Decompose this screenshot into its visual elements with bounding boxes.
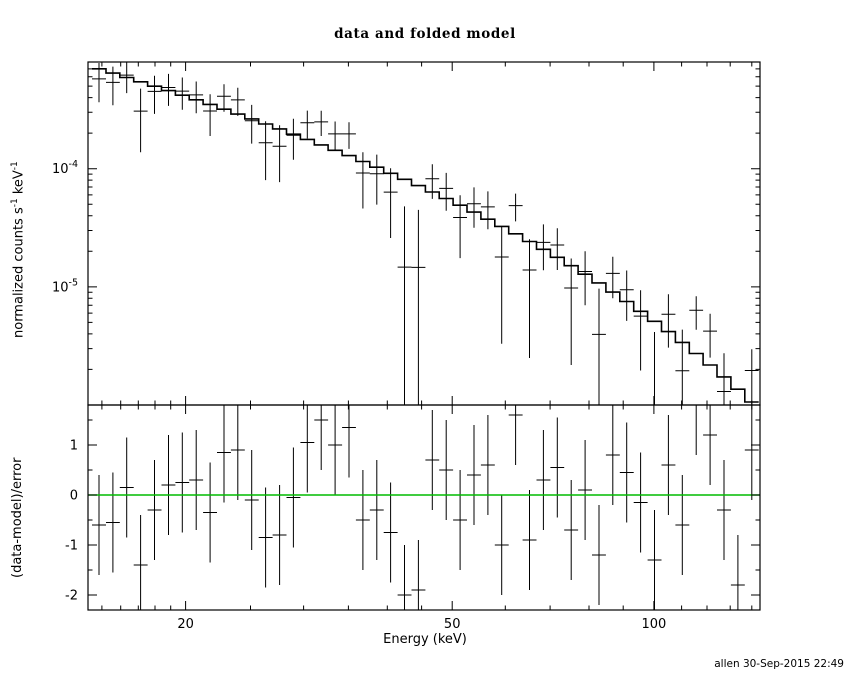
x-tick-label: 20 bbox=[177, 617, 194, 632]
superscript: -1 bbox=[10, 198, 20, 208]
spectrum-data bbox=[92, 62, 759, 405]
x-tick-label: 50 bbox=[444, 617, 461, 632]
residuals-data bbox=[88, 405, 760, 610]
y-tick-label-counts: 10-5 bbox=[52, 277, 78, 295]
y-tick-label-counts: 10-4 bbox=[52, 159, 78, 177]
y-tick-label-residual: 0 bbox=[70, 489, 78, 504]
y-tick-label-residual: -2 bbox=[65, 589, 78, 604]
bottom-panel-frame bbox=[87, 404, 761, 611]
y-tick-label-residual: -1 bbox=[65, 539, 78, 554]
chart-title: data and folded model bbox=[334, 26, 516, 42]
superscript: -1 bbox=[10, 161, 20, 171]
y-tick-label-residual: 1 bbox=[70, 439, 78, 454]
model-step-line bbox=[92, 68, 759, 403]
footer-credit: allen 30-Sep-2015 22:49 bbox=[714, 658, 844, 670]
data-errorbars bbox=[92, 62, 759, 405]
y-axis-label-bottom: (data-model)/error bbox=[10, 457, 25, 578]
axis-ticks bbox=[88, 62, 760, 610]
top-panel-frame bbox=[87, 61, 761, 406]
residual-errorbars bbox=[92, 405, 759, 610]
x-tick-label: 100 bbox=[641, 617, 666, 632]
x-axis-label: Energy (keV) bbox=[383, 632, 467, 647]
y-axis-label-top: normalized counts s-1 keV-1 bbox=[10, 161, 27, 338]
